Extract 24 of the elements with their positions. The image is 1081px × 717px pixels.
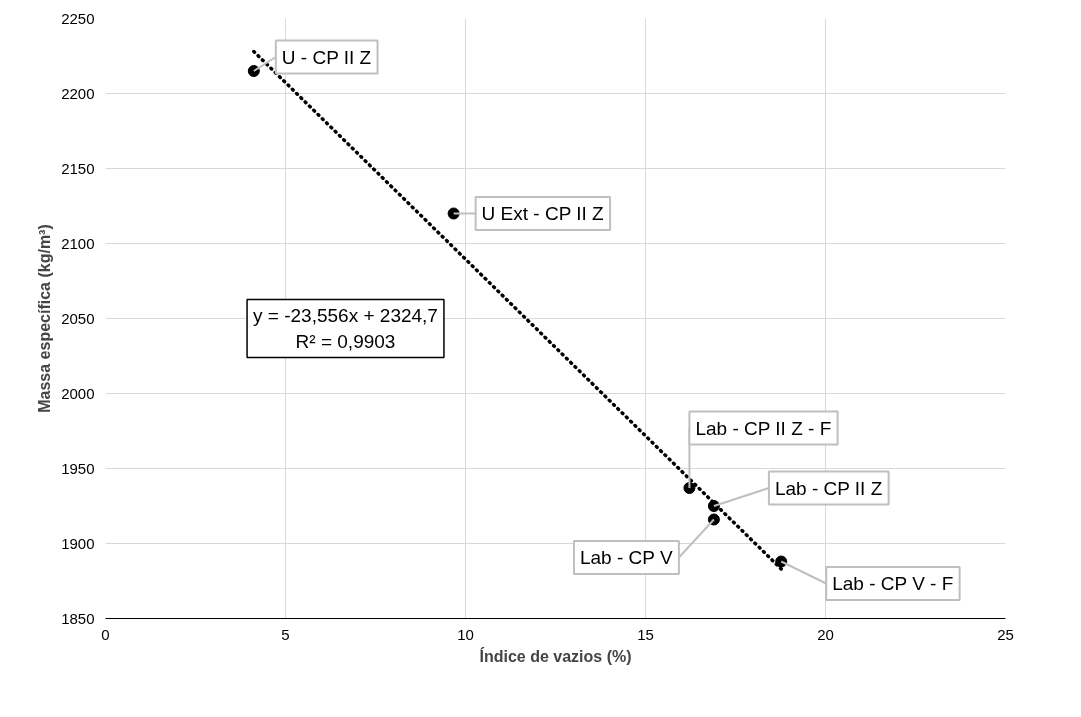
x-tick-label: 15 [637, 625, 654, 643]
annotation: Lab - CP V - F [832, 573, 954, 594]
x-tick-label: 5 [281, 625, 290, 643]
annotation: Lab - CP V [579, 547, 673, 568]
x-tick-label: 0 [101, 625, 110, 643]
annotation: Lab - CP II Z - F [695, 417, 832, 439]
y-tick-label: 2000 [61, 384, 95, 402]
annotation: Lab - CP II Z [774, 477, 883, 499]
annotation: U Ext - CP II Z [481, 203, 605, 224]
y-tick-label: 1850 [61, 609, 95, 627]
y-tick-label: 2050 [61, 309, 95, 327]
y-tick-label: 1900 [61, 534, 95, 552]
y-tick-label: 1950 [61, 459, 95, 477]
y-axis-title: Massa específica (kg/m³) [36, 224, 54, 413]
annotation: y = -23,556x + 2324,7 R² = 0,9903 [253, 305, 438, 352]
x-tick-label: 20 [817, 625, 834, 643]
y-tick-label: 2250 [61, 9, 95, 27]
x-axis-title: Índice de vazios (%) [479, 646, 632, 665]
y-tick-label: 2200 [61, 84, 95, 102]
x-tick-label: 10 [457, 625, 474, 643]
annotation: U - CP II Z [281, 46, 372, 68]
y-tick-label: 2150 [61, 159, 95, 177]
x-tick-label: 25 [997, 625, 1014, 643]
y-tick-label: 2100 [61, 234, 95, 252]
